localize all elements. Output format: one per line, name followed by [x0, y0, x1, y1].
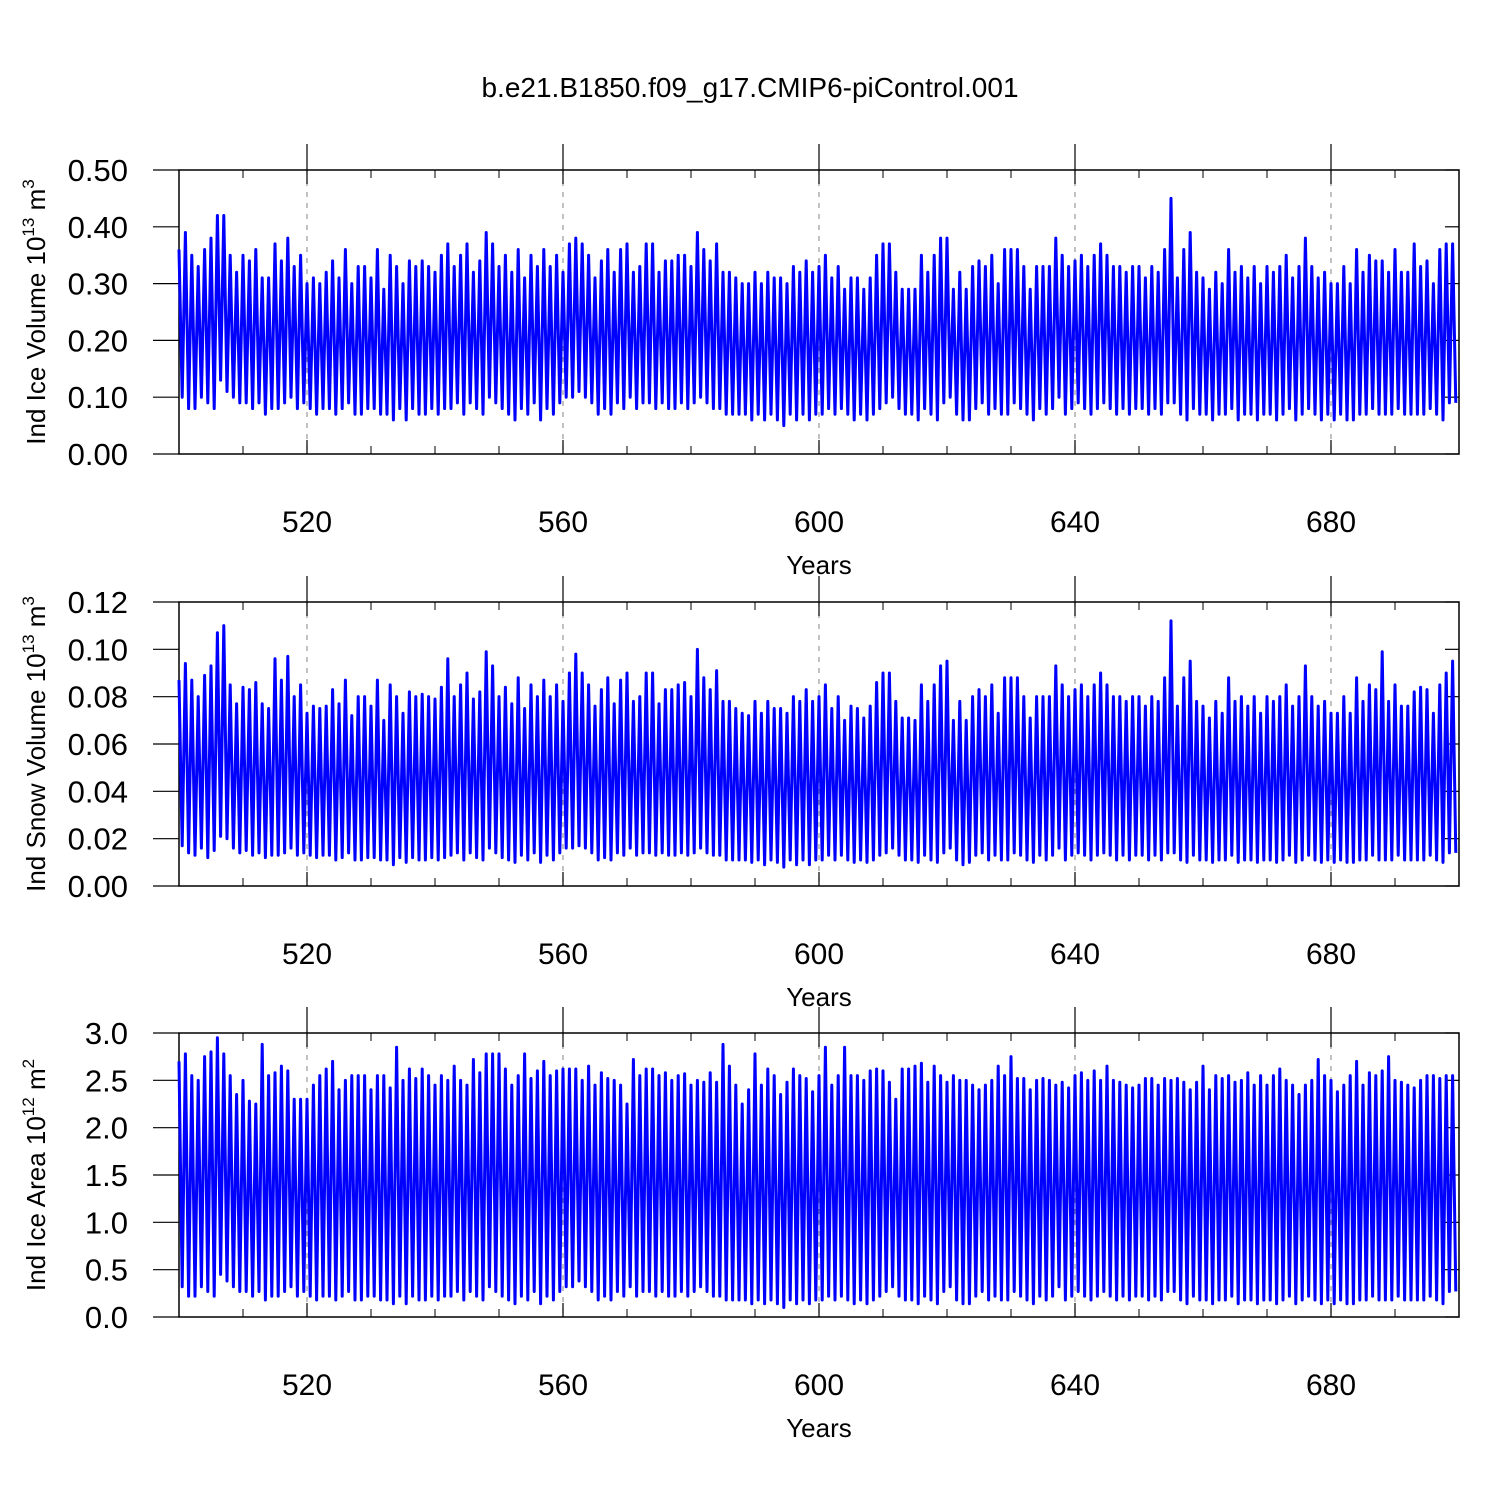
y-axis-label: Ind Ice Volume 1013 m3 [19, 179, 51, 444]
x-axis-label: Years [786, 550, 852, 580]
panel: 520 560 600 640 680 Years 0.0 0.5 1.0 1.5 2.0 2.5 3.… [19, 1007, 1460, 1443]
y-axis-label-part: 13 [19, 218, 38, 237]
x-tick-label: 560 [538, 938, 588, 971]
y-tick-label: 0.40 [68, 210, 128, 245]
x-tick-label: 520 [282, 1369, 332, 1402]
y-axis-label-part: m [21, 606, 51, 635]
y-axis-label-part: m [21, 1068, 51, 1097]
y-tick-label: 3.0 [85, 1016, 128, 1051]
x-tick-label: 640 [1050, 1369, 1100, 1402]
y-axis-label-part: Ind Snow Volume 10 [21, 653, 51, 892]
y-tick-label: 0.50 [68, 153, 128, 188]
x-axis-label: Years [786, 1413, 852, 1443]
x-tick-label: 600 [794, 1369, 844, 1402]
x-tick-label: 680 [1306, 938, 1356, 971]
x-tick-label: 560 [538, 506, 588, 539]
x-tick-label: 520 [282, 938, 332, 971]
y-tick-label: 0.10 [68, 380, 128, 415]
y-tick-label: 0.08 [68, 680, 128, 715]
y-tick-label: 0.10 [68, 632, 128, 667]
x-tick-label: 600 [794, 506, 844, 539]
y-axis-label-part: Ind Ice Volume 10 [21, 237, 51, 445]
y-axis-label: Ind Ice Area 1012 m2 [19, 1059, 51, 1291]
data-line [177, 196, 1458, 428]
y-tick-label: 2.5 [85, 1063, 128, 1098]
y-axis-label-part: 3 [19, 596, 38, 605]
panel: 520 560 600 640 680Years0.000.020.040.060.08… [19, 576, 1460, 1012]
y-axis-label: Ind Snow Volume 1013 m3 [19, 596, 51, 892]
x-tick-label: 520 [282, 506, 332, 539]
y-tick-label: 0.06 [68, 727, 128, 762]
data-line [177, 1036, 1458, 1310]
y-tick-label: 0.00 [68, 869, 128, 904]
y-tick-label: 0.20 [68, 323, 128, 358]
y-axis-label-part: Ind Ice Area 10 [21, 1116, 51, 1291]
y-axis-label-part: m [21, 189, 51, 218]
y-tick-label: 1.0 [85, 1205, 128, 1240]
y-tick-label: 0.30 [68, 267, 128, 302]
y-tick-label: 0.00 [68, 437, 128, 472]
x-tick-label: 600 [794, 938, 844, 971]
y-axis-label-part: 2 [19, 1059, 38, 1068]
x-tick-label: 560 [538, 1369, 588, 1402]
y-axis-label-part: 12 [19, 1097, 38, 1116]
y-axis-label-part: 13 [19, 634, 38, 653]
y-axis-label-part: 3 [19, 179, 38, 188]
y-tick-label: 0.04 [68, 774, 128, 809]
x-tick-label: 680 [1306, 506, 1356, 539]
data-line [177, 619, 1458, 869]
plot-frame [178, 1032, 1460, 1318]
x-tick-label: 640 [1050, 938, 1100, 971]
y-tick-label: 2.0 [85, 1111, 128, 1146]
y-tick-label: 0.0 [85, 1300, 128, 1335]
figure-title: b.e21.B1850.f09_g17.CMIP6-piControl.001 [481, 72, 1018, 103]
x-tick-label: 680 [1306, 1369, 1356, 1402]
x-tick-label: 640 [1050, 506, 1100, 539]
y-tick-label: 0.12 [68, 585, 128, 620]
y-tick-label: 0.5 [85, 1253, 128, 1288]
panel: 520 560 600 640 680 Years 0.00 0.10 0.20 0.30 0.40… [19, 144, 1460, 580]
y-tick-label: 0.02 [68, 822, 128, 857]
y-tick-label: 1.5 [85, 1158, 128, 1193]
